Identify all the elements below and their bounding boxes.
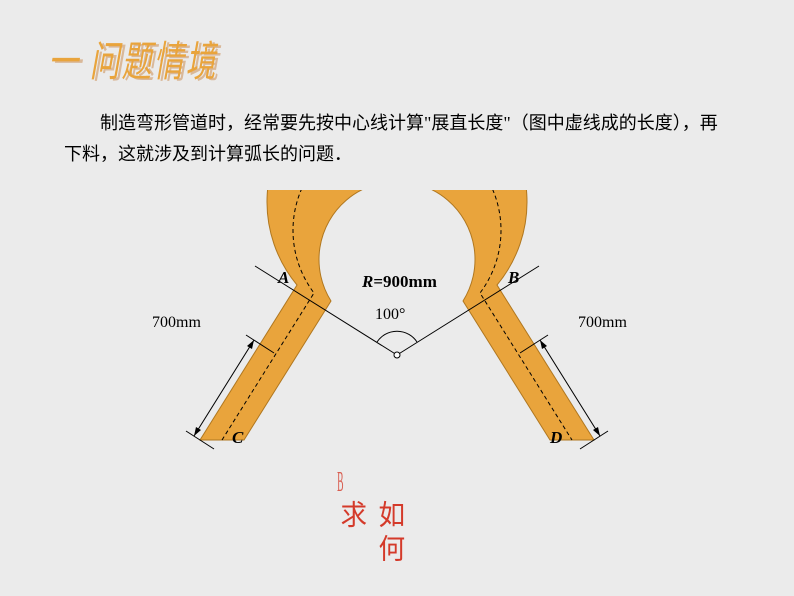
label-angle: 100° xyxy=(375,306,405,324)
label-C: C xyxy=(232,428,243,448)
question-mark-deco: B xyxy=(337,468,343,500)
intro-paragraph: 制造弯形管道时，经常要先按中心线计算"展直长度"（图中虚线成的长度），再下料，这… xyxy=(64,108,724,169)
label-D: D xyxy=(550,428,562,448)
angle-arc xyxy=(377,331,417,342)
label-R-prefix: R xyxy=(362,272,373,291)
title-text: 一 问题情境 xyxy=(48,27,218,89)
label-R-suffix: =900mm xyxy=(373,272,437,291)
section-title: 一 问题情境 一 问题情境 xyxy=(48,36,218,80)
question-text: 如何求 xyxy=(332,500,408,596)
pipe-diagram: A B C D R=900mm 100° 700mm 700mm xyxy=(130,190,664,460)
label-left-length: 700mm xyxy=(152,314,201,332)
label-right-length: 700mm xyxy=(578,314,627,332)
apex-dot xyxy=(394,352,400,358)
label-radius: R=900mm xyxy=(362,272,437,292)
label-B: B xyxy=(508,268,519,288)
label-A: A xyxy=(278,268,289,288)
